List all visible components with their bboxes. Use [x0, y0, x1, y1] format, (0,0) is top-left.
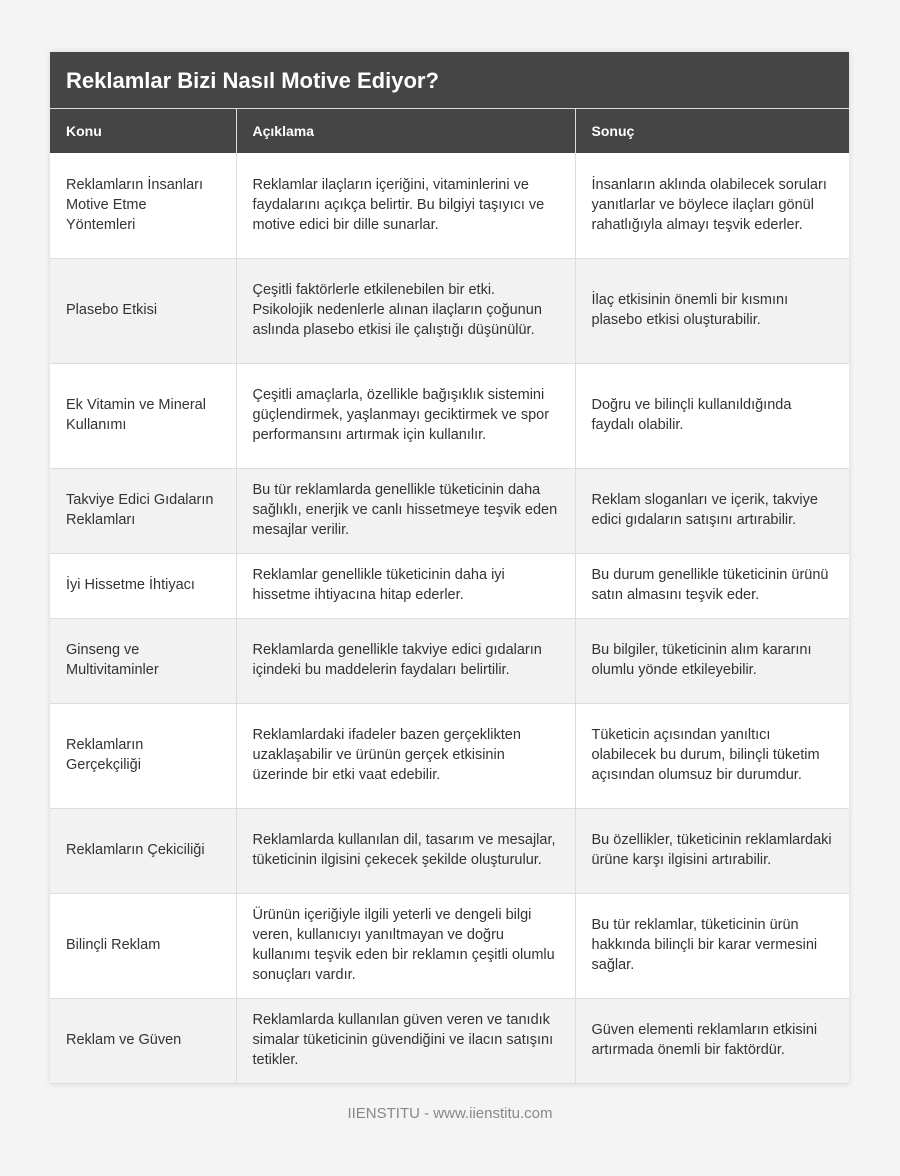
- column-header-sonuc: Sonuç: [575, 109, 849, 153]
- table-row: Ginseng ve Multivitaminler Reklamlarda ge…: [50, 618, 849, 704]
- cell-description: Reklamlarda kullanılan güven veren ve ta…: [236, 998, 576, 1084]
- table-row: Bilinçli Reklam Ürünün içeriğiyle ilgili …: [50, 893, 849, 999]
- table-row: Reklamların Çekiciliği Reklamlarda kullan…: [50, 808, 849, 894]
- cell-description: Reklamlar ilaçların içeriğini, vitaminle…: [236, 153, 576, 259]
- cell-description: Reklamlar genellikle tüketicinin daha iy…: [236, 553, 576, 619]
- cell-result: Güven elementi reklamların etkisini artı…: [575, 998, 849, 1084]
- table-row: İyi Hissetme İhtiyacı Reklamlar genellikl…: [50, 553, 849, 619]
- footer-credit: IIENSTITU - www.iienstitu.com: [347, 1105, 553, 1122]
- cell-description: Reklamlarda genellikle takviye edici gıd…: [236, 618, 576, 704]
- cell-description: Reklamlardaki ifadeler bazen gerçeklikte…: [236, 703, 576, 809]
- cell-topic: Ek Vitamin ve Mineral Kullanımı: [50, 363, 237, 469]
- column-header-konu: Konu: [50, 109, 237, 153]
- table-row: Takviye Edici Gıdaların Reklamları Bu tür…: [50, 468, 849, 554]
- page-title: Reklamlar Bizi Nasıl Motive Ediyor?: [50, 52, 849, 109]
- cell-topic: Reklamların Çekiciliği: [50, 808, 237, 894]
- cell-topic: İyi Hissetme İhtiyacı: [50, 553, 237, 619]
- header-row: Konu Açıklama Sonuç: [50, 109, 849, 153]
- cell-result: Bu tür reklamlar, tüketicinin ürün hakkı…: [575, 893, 849, 999]
- table-row: Ek Vitamin ve Mineral Kullanımı Çeşitli a…: [50, 363, 849, 469]
- column-header-aciklama: Açıklama: [236, 109, 576, 153]
- cell-topic: Reklamların İnsanları Motive Etme Yöntem…: [50, 153, 237, 259]
- table-row: Reklamların Gerçekçiliği Reklamlardaki if…: [50, 703, 849, 809]
- data-table: Konu Açıklama Sonuç Reklamların İnsanlar…: [50, 109, 849, 1084]
- table-card: Reklamlar Bizi Nasıl Motive Ediyor? Konu…: [50, 52, 849, 1084]
- cell-result: Reklam sloganları ve içerik, takviye edi…: [575, 468, 849, 554]
- cell-result: Tüketicin açısından yanıltıcı olabilecek…: [575, 703, 849, 809]
- cell-topic: Takviye Edici Gıdaların Reklamları: [50, 468, 237, 554]
- cell-description: Çeşitli amaçlarla, özellikle bağışıklık …: [236, 363, 576, 469]
- cell-result: İnsanların aklında olabilecek soruları y…: [575, 153, 849, 259]
- cell-topic: Plasebo Etkisi: [50, 258, 237, 364]
- cell-result: Doğru ve bilinçli kullanıldığında faydal…: [575, 363, 849, 469]
- cell-result: İlaç etkisinin önemli bir kısmını plaseb…: [575, 258, 849, 364]
- cell-topic: Reklamların Gerçekçiliği: [50, 703, 237, 809]
- cell-description: Bu tür reklamlarda genellikle tüketicini…: [236, 468, 576, 554]
- table-row: Reklamların İnsanları Motive Etme Yöntem…: [50, 153, 849, 259]
- cell-topic: Bilinçli Reklam: [50, 893, 237, 999]
- cell-description: Ürünün içeriğiyle ilgili yeterli ve deng…: [236, 893, 576, 999]
- cell-result: Bu durum genellikle tüketicinin ürünü sa…: [575, 553, 849, 619]
- cell-result: Bu özellikler, tüketicinin reklamlardaki…: [575, 808, 849, 894]
- cell-description: Çeşitli faktörlerle etkilenebilen bir et…: [236, 258, 576, 364]
- cell-result: Bu bilgiler, tüketicinin alım kararını o…: [575, 618, 849, 704]
- table-row: Plasebo Etkisi Çeşitli faktörlerle etkile…: [50, 258, 849, 364]
- cell-topic: Reklam ve Güven: [50, 998, 237, 1084]
- table-row: Reklam ve Güven Reklamlarda kullanılan gü…: [50, 998, 849, 1084]
- cell-topic: Ginseng ve Multivitaminler: [50, 618, 237, 704]
- cell-description: Reklamlarda kullanılan dil, tasarım ve m…: [236, 808, 576, 894]
